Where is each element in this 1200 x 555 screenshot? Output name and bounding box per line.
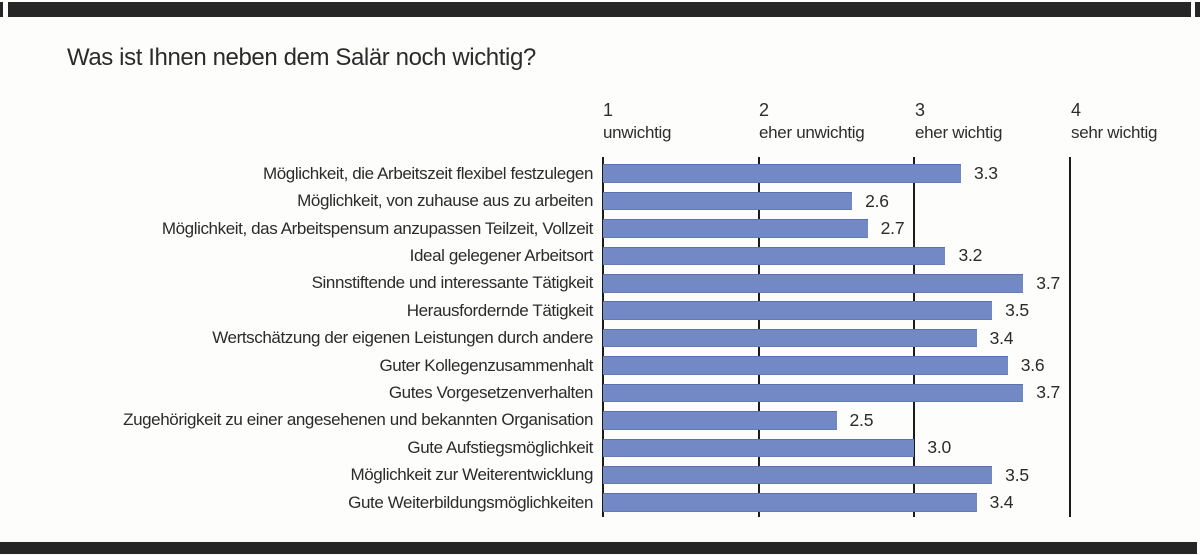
category-label: Gutes Vorgesetzenverhalten: [388, 382, 594, 402]
bar-rows: Möglichkeit, die Arbeitszeit flexibel fe…: [0, 160, 1200, 516]
bar: [603, 438, 915, 458]
bar: [603, 383, 1024, 403]
bar-track: 3.7: [603, 270, 1070, 297]
value-label: 3.2: [958, 245, 983, 266]
value-label: 3.3: [974, 163, 998, 184]
category-label: Möglichkeit, die Arbeitszeit flexibel fe…: [262, 163, 593, 183]
bar: [603, 411, 837, 430]
bar: [603, 246, 946, 266]
bar-track: 3.6: [603, 352, 1070, 379]
bar: [603, 164, 962, 183]
x-tick: 2 eher unwichtig: [758, 99, 865, 145]
bar-row: Ideal gelegener Arbeitsort 3.2: [0, 242, 1200, 269]
bar: [603, 219, 868, 238]
bar-row: Guter Kollegenzusammenhalt 3.6: [0, 352, 1200, 379]
category-label: Gute Weiterbildungsmöglichkeiten: [348, 492, 593, 512]
value-label: 3.7: [1036, 272, 1061, 293]
bar-row: Gutes Vorgesetzenverhalten 3.7: [0, 379, 1200, 406]
bar-track: 3.3: [603, 160, 1070, 187]
bar-track: 3.2: [603, 242, 1070, 269]
bar-track: 2.6: [603, 187, 1070, 214]
bar: [603, 356, 1008, 375]
value-label: 3.5: [1005, 464, 1029, 485]
bar: [603, 274, 1024, 293]
x-axis: 1 unwichtig 2 eher unwichtig 3 eher wichtig 4 s…: [603, 99, 1157, 149]
x-tick-label: sehr wichtig: [1071, 123, 1158, 142]
bar-track: 3.5: [603, 461, 1070, 488]
bar-track: 2.7: [603, 215, 1070, 242]
value-label: 2.6: [865, 190, 889, 211]
category-label: Zugehörigkeit zu einer angesehenen und b…: [123, 410, 593, 430]
bar-row: Gute Aufstiegsmöglichkeit 3.0: [0, 434, 1200, 461]
bar-row: Gute Weiterbildungsmöglichkeiten 3.4: [0, 489, 1200, 516]
bar-row: Möglichkeit zur Weiterentwicklung 3.5: [0, 461, 1200, 488]
category-label: Wertschätzung der eigenen Leistungen dur…: [212, 328, 593, 348]
bar-row: Möglichkeit, das Arbeitspensum anzupasse…: [0, 215, 1200, 242]
chart-title: Was ist Ihnen neben dem Salär noch wicht…: [67, 44, 536, 71]
value-label: 3.7: [1036, 382, 1061, 403]
category-label: Möglichkeit, von zuhause aus zu arbeiten: [297, 191, 593, 211]
x-tick-value: 1: [603, 100, 613, 120]
x-tick: 3 eher wichtig: [915, 99, 1002, 145]
x-tick-value: 3: [914, 100, 925, 120]
category-label: Möglichkeit, das Arbeitspensum anzupasse…: [161, 218, 594, 238]
x-tick-value: 4: [1071, 100, 1081, 120]
x-tick: 1 unwichtig: [603, 99, 671, 145]
category-label: Guter Kollegenzusammenhalt: [379, 355, 593, 375]
x-tick: 4 sehr wichtig: [1071, 99, 1157, 145]
bar-track: 3.0: [603, 434, 1070, 461]
gridline: [1069, 157, 1071, 517]
bar-row: Möglichkeit, von zuhause aus zu arbeiten…: [0, 187, 1200, 214]
bar-track: 3.4: [603, 324, 1070, 351]
value-label: 3.4: [989, 327, 1014, 348]
value-label: 3.5: [1005, 300, 1029, 321]
value-label: 2.7: [880, 218, 905, 239]
value-label: 3.6: [1020, 355, 1045, 376]
top-rule-notch-right: [1191, 2, 1195, 17]
bar-row: Wertschätzung der eigenen Leistungen dur…: [0, 324, 1200, 351]
category-label: Gute Aufstiegsmöglichkeit: [407, 437, 593, 457]
bar: [603, 301, 993, 320]
category-label: Ideal gelegener Arbeitsort: [409, 245, 594, 265]
bar-row: Sinnstiftende und interessante Tätigkeit…: [0, 270, 1200, 297]
bar: [603, 191, 853, 211]
category-label: Möglichkeit zur Weiterentwicklung: [350, 465, 593, 485]
bar-row: Herausfordernde Tätigkeit 3.5: [0, 297, 1200, 324]
x-tick-value: 2: [758, 100, 769, 120]
bar: [603, 328, 977, 348]
bar-track: 3.7: [603, 379, 1070, 406]
x-tick-label: eher wichtig: [914, 123, 1003, 142]
x-tick-label: unwichtig: [603, 123, 672, 142]
value-label: 2.5: [849, 409, 874, 430]
top-decorative-rule: [0, 2, 1200, 17]
bar-row: Möglichkeit, die Arbeitszeit flexibel fe…: [0, 160, 1200, 187]
top-rule-notch-left: [3, 2, 8, 17]
x-tick-label: eher unwichtig: [758, 123, 865, 142]
category-label: Sinnstiftende und interessante Tätigkeit: [311, 273, 594, 293]
bar: [603, 493, 977, 512]
bar-track: 3.4: [603, 489, 1070, 516]
value-label: 3.0: [927, 437, 952, 458]
bar-track: 2.5: [603, 407, 1070, 434]
bar-track: 3.5: [603, 297, 1070, 324]
value-label: 3.4: [989, 492, 1014, 513]
bar: [603, 465, 993, 485]
bar-row: Zugehörigkeit zu einer angesehenen und b…: [0, 407, 1200, 434]
bottom-decorative-rule: [0, 542, 1197, 554]
category-label: Herausfordernde Tätigkeit: [406, 300, 594, 320]
